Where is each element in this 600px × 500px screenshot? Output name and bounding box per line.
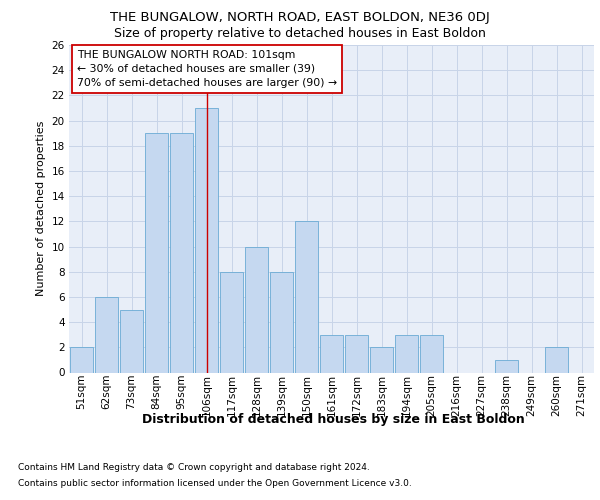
Bar (120, 310, 143, 372)
Bar (370, 348, 393, 372)
Text: Contains public sector information licensed under the Open Government Licence v3: Contains public sector information licen… (18, 478, 412, 488)
Text: Size of property relative to detached houses in East Boldon: Size of property relative to detached ho… (114, 28, 486, 40)
Bar (270, 272, 293, 372)
Bar (170, 133, 193, 372)
Bar (295, 222, 318, 372)
Text: THE BUNGALOW, NORTH ROAD, EAST BOLDON, NE36 0DJ: THE BUNGALOW, NORTH ROAD, EAST BOLDON, N… (110, 11, 490, 24)
Text: Distribution of detached houses by size in East Boldon: Distribution of detached houses by size … (142, 412, 524, 426)
Bar (70, 348, 93, 372)
Y-axis label: Number of detached properties: Number of detached properties (36, 121, 46, 296)
Text: Contains HM Land Registry data © Crown copyright and database right 2024.: Contains HM Land Registry data © Crown c… (18, 464, 370, 472)
Bar (195, 108, 218, 372)
Bar (220, 272, 243, 372)
Bar (545, 348, 568, 372)
Bar (245, 246, 268, 372)
Bar (320, 334, 343, 372)
Bar (145, 133, 168, 372)
Bar (420, 334, 443, 372)
Bar (345, 334, 368, 372)
Bar (395, 334, 418, 372)
Text: THE BUNGALOW NORTH ROAD: 101sqm
← 30% of detached houses are smaller (39)
70% of: THE BUNGALOW NORTH ROAD: 101sqm ← 30% of… (77, 50, 337, 88)
Bar (495, 360, 518, 372)
Bar (95, 297, 118, 372)
